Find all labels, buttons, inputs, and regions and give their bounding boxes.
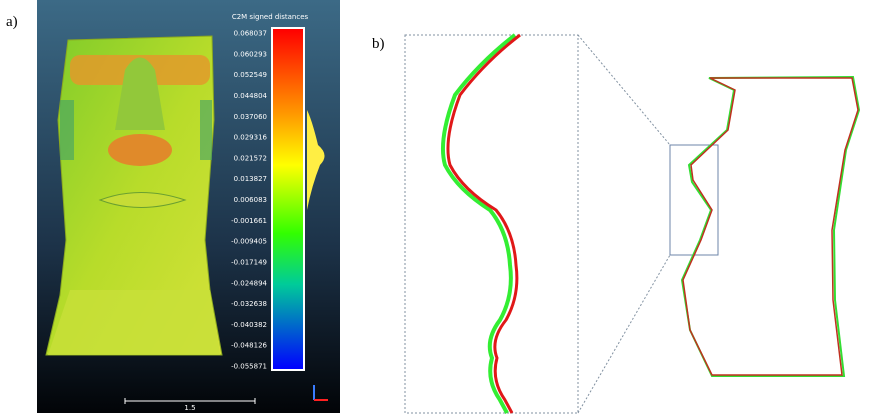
colorbar-tick-label: 0.037060 [234, 113, 267, 121]
colorbar-tick-label: -0.001661 [231, 217, 267, 225]
colorbar-tick-label: 0.044804 [234, 92, 268, 100]
colorbar-tick-label: -0.009405 [231, 238, 267, 246]
colorbar-tick-label: -0.040382 [231, 321, 267, 329]
colorbar-tick-label: 0.013827 [234, 175, 267, 183]
zoom-connector [578, 255, 670, 413]
panel-label: a) [6, 14, 18, 30]
page: a) C2M signed distances 0.068037 0.060293… [0, 0, 880, 415]
colorbar-tick-label: -0.048126 [231, 342, 267, 350]
colorbar-tick-label: 0.068037 [234, 30, 267, 38]
colorbar-tick-label: 0.060293 [234, 50, 267, 58]
colorbar-tick-label: -0.024894 [231, 279, 267, 287]
scale-label: 1.5 [184, 404, 195, 412]
colorbar [273, 29, 303, 369]
colorbar-tick-label: -0.032638 [231, 300, 267, 308]
panel-label: b) [372, 36, 385, 52]
colorbar-tick-label: -0.017149 [231, 258, 267, 266]
colorbar-tick-label: -0.055871 [231, 363, 267, 371]
outline-red [683, 78, 858, 375]
figure: a) C2M signed distances 0.068037 0.060293… [0, 0, 880, 415]
colorbar-tick-label: 0.029316 [234, 134, 268, 142]
colorbar-title: C2M signed distances [232, 13, 309, 21]
colorbar-tick-label: 0.052549 [234, 71, 267, 79]
moai-head [46, 36, 222, 355]
colorbar-tick-label: 0.006083 [234, 196, 267, 204]
colorbar-tick-label: 0.021572 [234, 154, 267, 162]
zoom-connector [578, 35, 670, 145]
